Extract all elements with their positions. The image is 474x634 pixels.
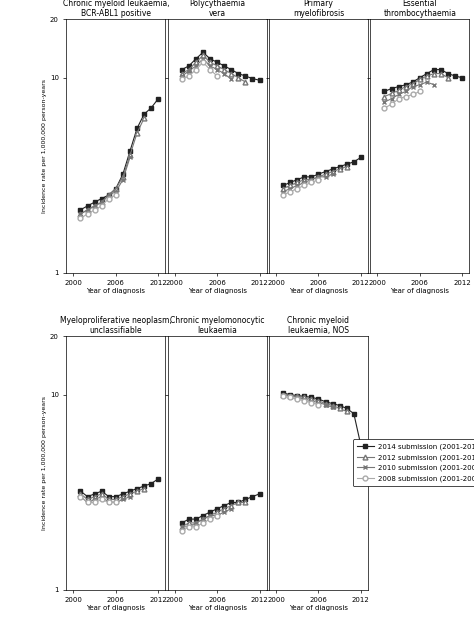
Title: Chronic myeloid leukaemia,
BCR-ABL1 positive: Chronic myeloid leukaemia, BCR-ABL1 posi… (63, 0, 169, 18)
X-axis label: Year of diagnosis: Year of diagnosis (289, 605, 348, 611)
Title: Primary
myelofibrosis: Primary myelofibrosis (293, 0, 344, 18)
X-axis label: Year of diagnosis: Year of diagnosis (86, 605, 146, 611)
Title: Chronic myeloid
leukaemia, NOS: Chronic myeloid leukaemia, NOS (287, 316, 349, 335)
X-axis label: Year of diagnosis: Year of diagnosis (188, 288, 246, 294)
Title: Essential
thrombocythaemia: Essential thrombocythaemia (383, 0, 456, 18)
X-axis label: Year of diagnosis: Year of diagnosis (86, 288, 146, 294)
Y-axis label: Incidence rate per 1,000,000 person-years: Incidence rate per 1,000,000 person-year… (42, 396, 47, 530)
X-axis label: Year of diagnosis: Year of diagnosis (188, 605, 246, 611)
Y-axis label: Incidence rate per 1,000,000 person-years: Incidence rate per 1,000,000 person-year… (42, 79, 47, 213)
X-axis label: Year of diagnosis: Year of diagnosis (289, 288, 348, 294)
Title: Polycythaemia
vera: Polycythaemia vera (189, 0, 245, 18)
Title: Chronic myelomonocytic
leukaemia: Chronic myelomonocytic leukaemia (170, 316, 264, 335)
X-axis label: Year of diagnosis: Year of diagnosis (390, 288, 449, 294)
Legend: 2014 submission (2001-2012), 2012 submission (2001-2010), 2010 submission (2001-: 2014 submission (2001-2012), 2012 submis… (353, 439, 474, 486)
Title: Myeloproliferative neoplasm,
unclassifiable: Myeloproliferative neoplasm, unclassifia… (60, 316, 172, 335)
